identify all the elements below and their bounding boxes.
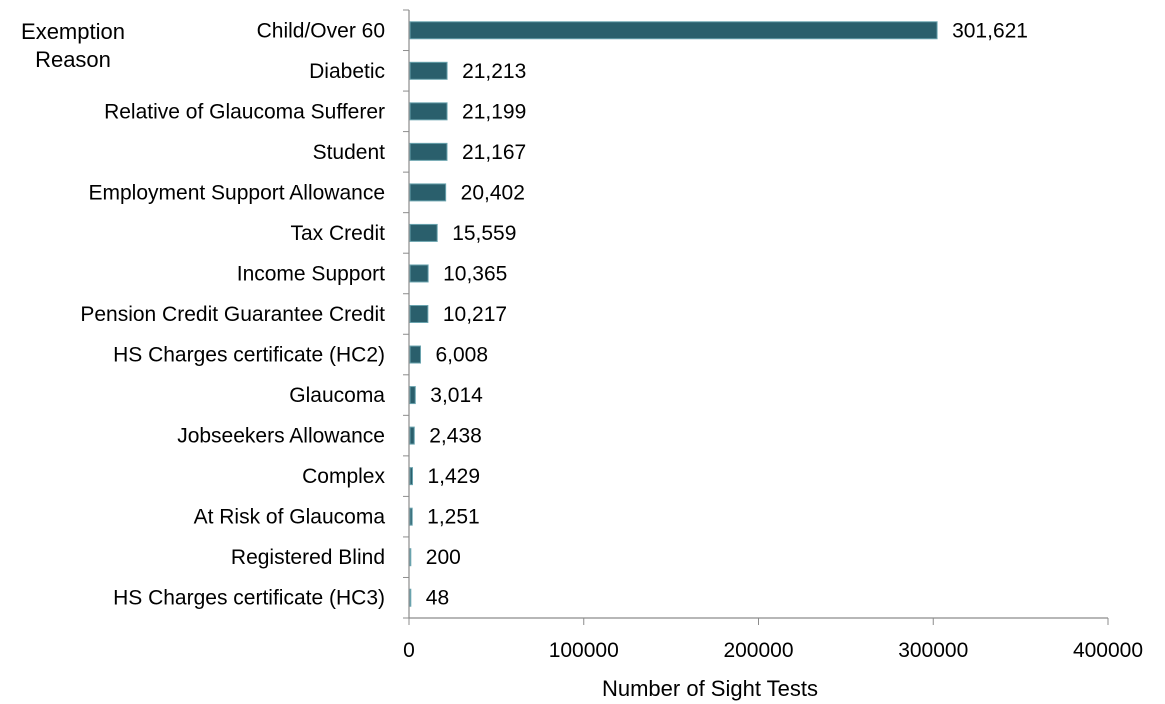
axes: 0 100000 200000 300000 400000 — [403, 9, 1143, 662]
value-label: 1,251 — [427, 506, 480, 529]
value-label: 1,429 — [427, 465, 480, 488]
x-tick-label: 300000 — [898, 639, 968, 662]
bar — [409, 102, 448, 121]
bar — [409, 305, 429, 323]
bar — [409, 345, 421, 364]
bar — [409, 507, 413, 526]
category-label: Diabetic — [309, 60, 385, 83]
category-label: Complex — [302, 465, 385, 488]
bars-group — [409, 21, 938, 607]
x-tick-label: 400000 — [1073, 639, 1143, 662]
bar — [409, 21, 938, 40]
category-label: Jobseekers Allowance — [177, 425, 385, 448]
category-labels: Child/Over 60 Diabetic Relative of Glaucom… — [80, 19, 385, 609]
category-label: Glaucoma — [289, 384, 385, 407]
bar — [409, 467, 413, 486]
category-label: Tax Credit — [290, 222, 385, 245]
value-label: 21,213 — [462, 60, 526, 83]
bar — [409, 183, 447, 202]
x-tick-label: 200000 — [723, 639, 793, 662]
y-axis-title: Exemption Reason — [21, 19, 125, 72]
value-labels: 301,621 21,213 21,199 21,167 20,402 15,559 10,… — [426, 19, 1028, 609]
category-label: Student — [313, 141, 386, 164]
x-tick-label: 100000 — [549, 639, 619, 662]
value-label: 6,008 — [435, 344, 488, 367]
value-label: 10,217 — [443, 303, 507, 326]
value-label: 48 — [426, 587, 449, 610]
value-label: 21,199 — [462, 100, 526, 123]
bar — [409, 61, 448, 80]
bar — [409, 223, 438, 242]
value-label: 15,559 — [452, 222, 516, 245]
value-label: 10,365 — [443, 262, 507, 285]
value-label: 3,014 — [430, 384, 483, 407]
bar — [409, 264, 429, 283]
bar — [409, 426, 415, 445]
value-label: 2,438 — [429, 425, 482, 448]
category-label: HS Charges certificate (HC3) — [113, 587, 385, 610]
bar — [409, 142, 448, 161]
value-label: 20,402 — [461, 181, 525, 204]
category-label: At Risk of Glaucoma — [194, 506, 386, 529]
category-label: Pension Credit Guarantee Credit — [80, 303, 385, 326]
category-label: Relative of Glaucoma Sufferer — [104, 100, 385, 123]
category-label: Employment Support Allowance — [89, 181, 386, 204]
x-tick-label: 0 — [403, 639, 415, 662]
x-axis-title: Number of Sight Tests — [601, 676, 819, 701]
bar — [409, 548, 412, 567]
category-label: Child/Over 60 — [257, 19, 385, 42]
category-label: HS Charges certificate (HC2) — [113, 344, 385, 367]
value-label: 301,621 — [952, 19, 1028, 42]
bar — [409, 588, 412, 607]
value-label: 200 — [426, 546, 461, 569]
category-label: Income Support — [237, 262, 385, 285]
value-label: 21,167 — [462, 141, 526, 164]
bar — [409, 386, 416, 405]
category-label: Registered Blind — [231, 546, 385, 569]
